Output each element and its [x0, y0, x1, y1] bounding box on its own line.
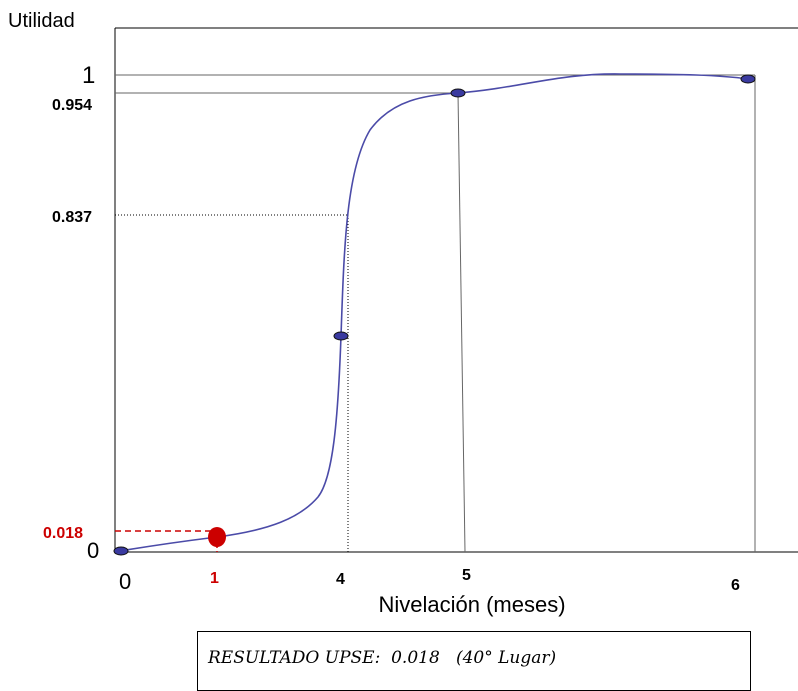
guide-x-5 [457, 92, 466, 553]
data-point-0 [113, 546, 129, 556]
y-tick-label-0837: 0.837 [52, 209, 92, 226]
x-tick-label-6: 6 [731, 577, 740, 594]
y-tick-label-1: 1 [82, 62, 95, 89]
x-tick-label-0: 0 [119, 569, 131, 594]
x-tick-label-1: 1 [210, 570, 219, 587]
y-tick-label-0: 0 [87, 538, 99, 563]
x-axis-title: Nivelación (meses) [378, 592, 565, 617]
y-tick-label-0954: 0.954 [52, 97, 92, 114]
utility-curve [119, 73, 749, 552]
x-tick-label-4: 4 [336, 571, 345, 588]
data-point-1-highlight [208, 527, 226, 547]
data-point-4 [333, 331, 349, 341]
result-text: RESULTADO UPSE: 0.018 (40° Lugar) [208, 648, 557, 668]
result-box: RESULTADO UPSE: 0.018 (40° Lugar) [197, 631, 751, 691]
y-axis-title: Utilidad [8, 10, 75, 32]
y-tick-label-0018: 0.018 [43, 525, 83, 542]
data-point-5 [450, 88, 466, 98]
data-point-6 [740, 74, 756, 84]
x-tick-label-5: 5 [462, 567, 471, 584]
